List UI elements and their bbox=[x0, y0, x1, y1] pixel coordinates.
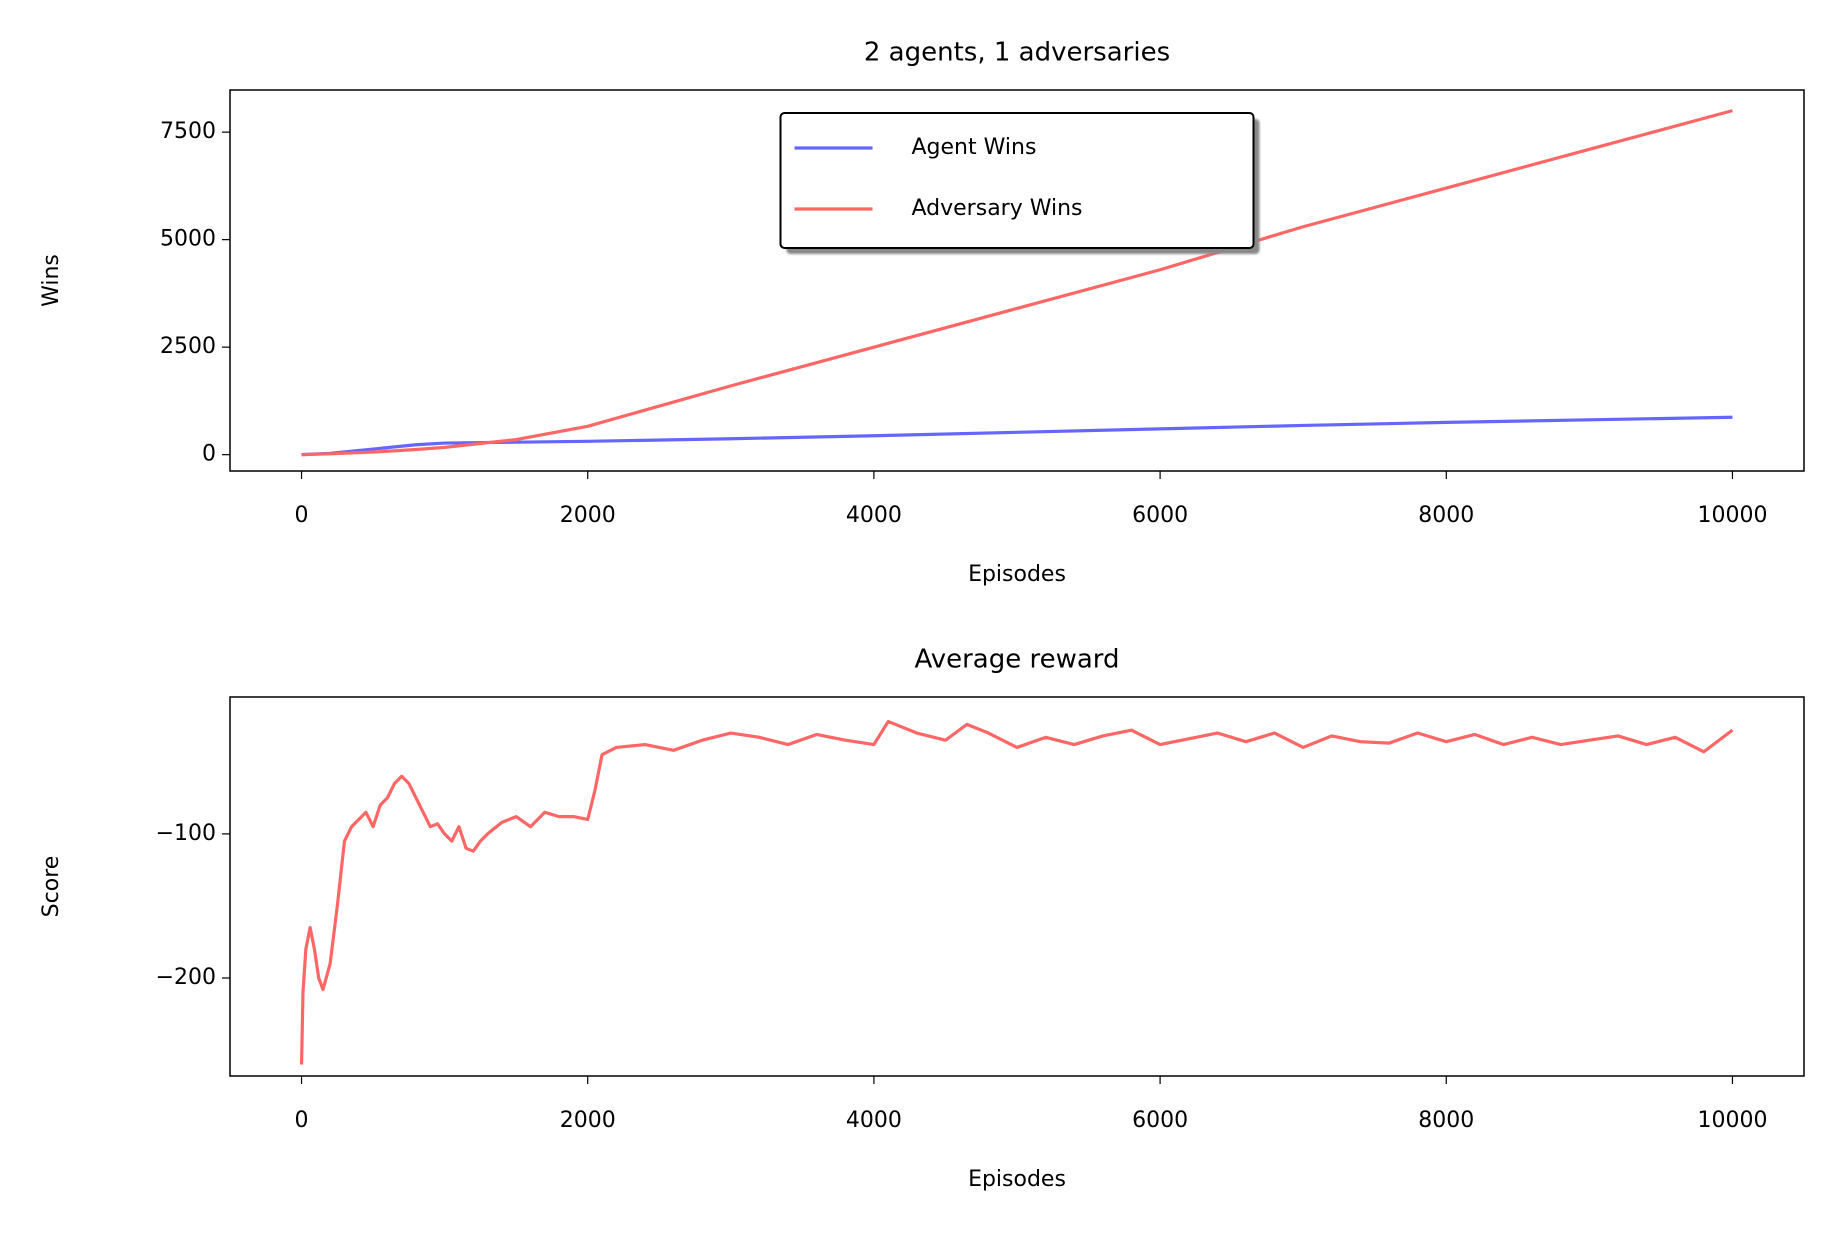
x-tick-label: 0 bbox=[295, 1108, 309, 1133]
legend: Agent Wins Adversary Wins bbox=[779, 112, 1260, 254]
x-tick-label: 0 bbox=[295, 503, 309, 528]
y-tick-label: −200 bbox=[156, 965, 216, 990]
x-axis-label: Episodes bbox=[968, 562, 1066, 587]
y-tick-label: 7500 bbox=[160, 119, 216, 144]
chart-title: Average reward bbox=[914, 645, 1119, 675]
chart-title: 2 agents, 1 adversaries bbox=[864, 38, 1170, 68]
y-tick-label: −100 bbox=[156, 821, 216, 846]
legend-label: Adversary Wins bbox=[912, 196, 1083, 221]
x-tick-label: 4000 bbox=[846, 1108, 902, 1133]
x-tick-label: 2000 bbox=[560, 503, 616, 528]
y-axis-label: Wins bbox=[39, 254, 64, 307]
x-tick-label: 2000 bbox=[560, 1108, 616, 1133]
legend-label: Agent Wins bbox=[912, 135, 1037, 160]
plot-frame bbox=[229, 696, 1805, 1077]
x-tick-label: 8000 bbox=[1418, 1108, 1474, 1133]
x-tick-label: 4000 bbox=[846, 503, 902, 528]
x-tick-label: 8000 bbox=[1418, 503, 1474, 528]
y-axis-label: Score bbox=[39, 856, 64, 918]
y-tick-label: 5000 bbox=[160, 227, 216, 252]
y-tick-label: 2500 bbox=[160, 334, 216, 359]
x-axis-label: Episodes bbox=[968, 1167, 1066, 1192]
series-line bbox=[301, 109, 1733, 457]
y-tick-label: 0 bbox=[202, 442, 216, 467]
series-line bbox=[299, 719, 1734, 1065]
x-tick-label: 6000 bbox=[1132, 1108, 1188, 1133]
x-tick-label: 10000 bbox=[1697, 503, 1767, 528]
series-line bbox=[301, 415, 1733, 457]
legend-box bbox=[779, 112, 1255, 249]
plot-frame bbox=[229, 89, 1805, 472]
x-tick-label: 6000 bbox=[1132, 503, 1188, 528]
x-tick-label: 10000 bbox=[1697, 1108, 1767, 1133]
